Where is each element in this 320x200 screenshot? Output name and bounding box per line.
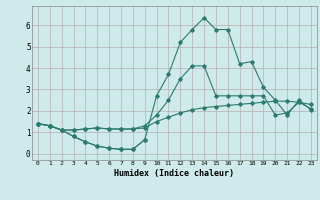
X-axis label: Humidex (Indice chaleur): Humidex (Indice chaleur) <box>115 169 234 178</box>
